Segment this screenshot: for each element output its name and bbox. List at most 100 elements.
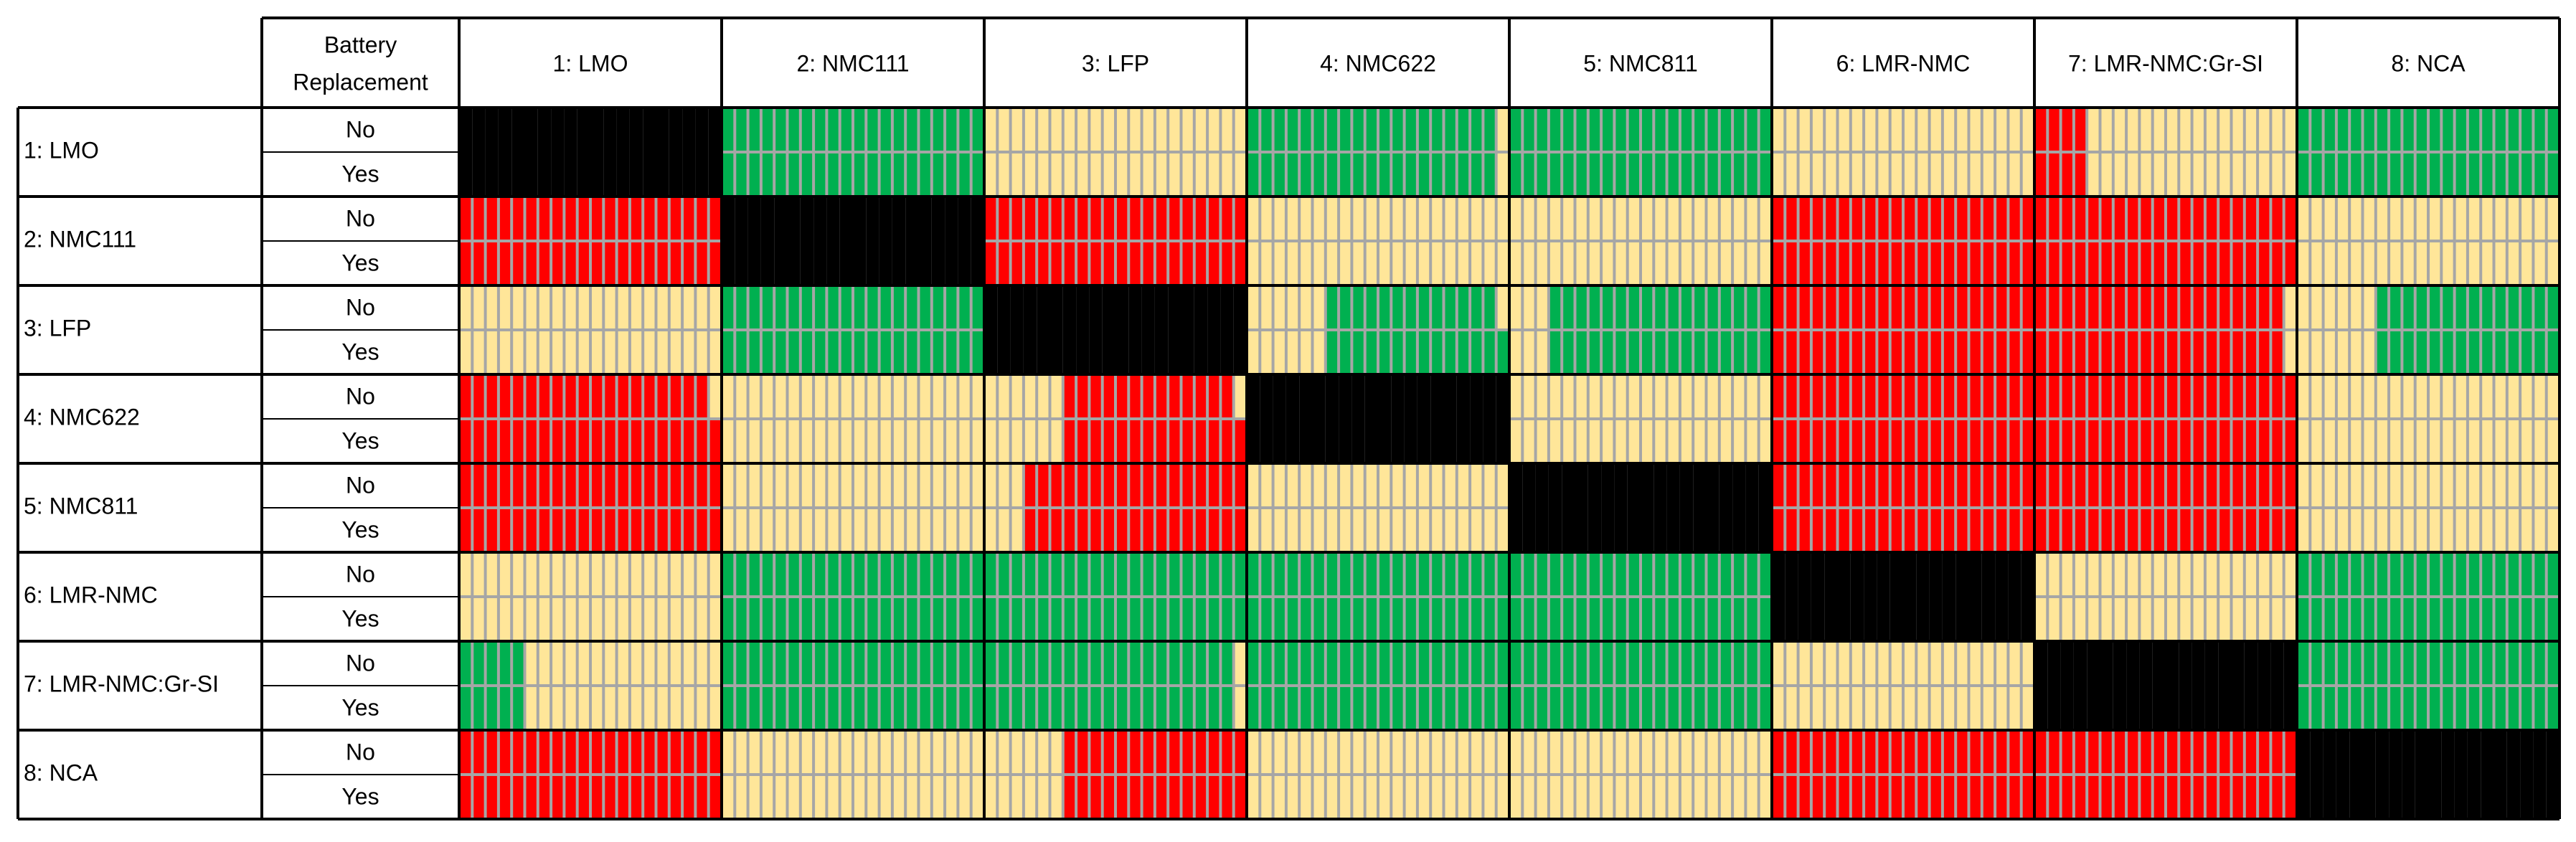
heatmap-cell [2506, 552, 2521, 597]
heatmap-cell [2389, 463, 2402, 508]
heatmap-cell [1391, 152, 1405, 197]
heatmap-cell [1745, 641, 1759, 686]
heatmap-cell [2126, 197, 2140, 241]
heatmap-cell [669, 686, 683, 730]
heatmap-cell [1706, 374, 1719, 419]
heatmap-cell [1207, 374, 1221, 419]
heatmap-cell [1443, 419, 1457, 463]
heatmap-cell [603, 463, 617, 508]
heatmap-cell [2139, 374, 2153, 419]
heatmap-cell [1089, 552, 1103, 597]
heatmap-cell [2126, 241, 2140, 285]
heatmap-cell [2166, 374, 2179, 419]
heatmap-cell [1732, 197, 1746, 241]
heatmap-cell [1693, 108, 1707, 152]
heatmap-cell [1916, 419, 1930, 463]
heatmap-cell [1641, 330, 1654, 374]
heatmap-cell [1443, 197, 1457, 241]
heatmap-cell [2139, 686, 2153, 730]
heatmap-cell [1601, 197, 1615, 241]
heatmap-cell [2087, 730, 2100, 775]
heatmap-cell [2047, 330, 2061, 374]
heatmap-cell [2454, 197, 2468, 241]
heatmap-cell [2481, 108, 2494, 152]
heatmap-cell [1483, 241, 1496, 285]
row-header: 7: LMR-NMC:Gr-SI [24, 671, 219, 696]
heatmap-cell [1181, 374, 1194, 419]
heatmap-cell [1627, 285, 1641, 330]
heatmap-cell [2402, 241, 2415, 285]
heatmap-cell [2323, 374, 2336, 419]
heatmap-cell [1141, 374, 1155, 419]
heatmap-cell [1037, 374, 1050, 419]
heatmap-cell [1785, 641, 1798, 686]
heatmap-cell [1351, 686, 1365, 730]
heatmap-cell [1653, 775, 1667, 819]
heatmap-cell [2231, 552, 2245, 597]
column-header: 8: NCA [2391, 50, 2466, 76]
heatmap-cell [1587, 330, 1602, 374]
heatmap-cell [905, 686, 919, 730]
heatmap-cell [2073, 152, 2087, 197]
heatmap-cell [1889, 241, 1903, 285]
heatmap-cell [1903, 552, 1917, 597]
heatmap-cell [2494, 641, 2507, 686]
heatmap-cell [1522, 285, 1536, 330]
heatmap-cell [1903, 241, 1917, 285]
heatmap-cell [853, 463, 867, 508]
heatmap-cell [853, 285, 867, 330]
heatmap-cell [2270, 597, 2284, 641]
heatmap-cell [787, 775, 801, 819]
heatmap-cell [2257, 152, 2271, 197]
heatmap-cell [1981, 108, 1996, 152]
heatmap-cell [1220, 419, 1234, 463]
heatmap-cell [1706, 330, 1719, 374]
heatmap-cell [2533, 152, 2547, 197]
heatmap-cell [1587, 597, 1602, 641]
heatmap-cell [2362, 508, 2376, 552]
heatmap-cell [958, 152, 971, 197]
heatmap-cell [1299, 775, 1313, 819]
heatmap-cell [1181, 419, 1194, 463]
heatmap-cell [839, 241, 853, 285]
heatmap-cell [1575, 775, 1588, 819]
heatmap-cell [1562, 330, 1575, 374]
heatmap-cell [472, 330, 486, 374]
heatmap-cell [708, 730, 722, 775]
heatmap-cell [1312, 508, 1326, 552]
heatmap-cell [1955, 197, 1969, 241]
heatmap-cell [1351, 285, 1365, 330]
heatmap-cell [2297, 597, 2311, 641]
heatmap-cell [1220, 686, 1234, 730]
heatmap-cell [2244, 330, 2258, 374]
heatmap-cell [1273, 508, 1286, 552]
heatmap-cell [800, 108, 814, 152]
heatmap-cell [1679, 152, 1694, 197]
heatmap-cell [511, 463, 525, 508]
heatmap-cell [1076, 775, 1090, 819]
heatmap-cell [1128, 241, 1142, 285]
heatmap-cell [2021, 775, 2034, 819]
heatmap-cell [787, 730, 801, 775]
heatmap-cell [1483, 641, 1496, 686]
heatmap-cell [1548, 597, 1562, 641]
heatmap-cell [1535, 108, 1549, 152]
heatmap-cell [1679, 330, 1694, 374]
heatmap-cell [1339, 775, 1352, 819]
heatmap-cell [459, 730, 473, 775]
heatmap-cell [2008, 419, 2021, 463]
heatmap-cell [1194, 463, 1208, 508]
heatmap-cell [2034, 374, 2048, 419]
heatmap-cell [1824, 108, 1838, 152]
heatmap-cell [2100, 686, 2113, 730]
heatmap-cell [2270, 686, 2284, 730]
heatmap-cell [2467, 374, 2481, 419]
heatmap-cell [459, 641, 473, 686]
heatmap-cell [1010, 508, 1024, 552]
heatmap-cell [498, 508, 512, 552]
heatmap-cell [800, 775, 814, 819]
heatmap-cell [616, 197, 630, 241]
heatmap-cell [2152, 197, 2166, 241]
heatmap-cell [2375, 775, 2389, 819]
heatmap-cell [892, 330, 906, 374]
